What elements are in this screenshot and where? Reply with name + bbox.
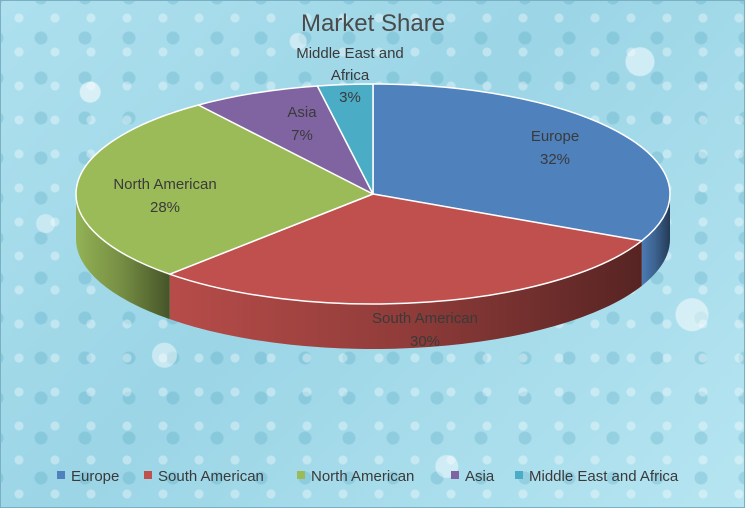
data-label-name: North American: [113, 176, 216, 193]
data-labels-group: Europe 32% South American 30% North American…: [113, 45, 579, 350]
data-label-percent: 28%: [150, 199, 180, 216]
data-label-asia: Asia 7%: [287, 104, 317, 144]
pie-slice-europe[interactable]: [372, 83, 671, 242]
data-label-name: Asia: [287, 104, 317, 121]
pie-slice-south-american[interactable]: [168, 193, 643, 305]
data-label-europe: Europe 32%: [531, 128, 579, 168]
legend-item-asia[interactable]: Asia: [451, 468, 495, 485]
pie-slice-asia[interactable]: [197, 85, 374, 195]
data-label-name: Africa: [331, 67, 370, 84]
pie-slices-group: [75, 83, 671, 305]
chart-title: Market Share: [301, 10, 445, 37]
data-label-north-american: North American 28%: [113, 176, 216, 216]
legend-swatch: [144, 471, 152, 479]
slice-side-shade-north-american: [76, 194, 170, 320]
legend-label: Europe: [71, 468, 119, 485]
legend-label: South American: [158, 468, 264, 485]
data-label-percent: 3%: [339, 89, 361, 106]
slice-side-shade-south-american: [169, 240, 642, 349]
legend-label: Asia: [465, 468, 495, 485]
data-label-percent: 7%: [291, 127, 313, 144]
data-label-percent: 30%: [410, 333, 440, 350]
pie-slice-middle-east-and-africa[interactable]: [316, 83, 374, 195]
legend-item-middle-east-and-africa[interactable]: Middle East and Africa: [515, 468, 679, 485]
legend-swatch: [451, 471, 459, 479]
pie-slice-north-american[interactable]: [75, 104, 374, 275]
legend-label: Middle East and Africa: [529, 468, 679, 485]
legend-item-europe[interactable]: Europe: [57, 468, 119, 485]
legend-swatch: [57, 471, 65, 479]
data-label-name: South American: [372, 310, 478, 327]
legend: Europe South American North American Asia Mi…: [57, 468, 679, 485]
legend-swatch: [297, 471, 305, 479]
legend-swatch: [515, 471, 523, 479]
data-label-name: Middle East and: [296, 45, 404, 62]
slice-side-shade-europe: [641, 194, 670, 286]
legend-item-north-american[interactable]: North American: [297, 468, 414, 485]
data-label-south-american: South American 30%: [372, 310, 478, 350]
data-label-percent: 32%: [540, 151, 570, 168]
data-label-name: Europe: [531, 128, 579, 145]
legend-item-south-american[interactable]: South American: [144, 468, 264, 485]
data-label-middle-east-and-africa: Middle East and Africa 3%: [296, 45, 404, 106]
pie-depth-group: [76, 194, 670, 349]
legend-label: North American: [311, 468, 414, 485]
